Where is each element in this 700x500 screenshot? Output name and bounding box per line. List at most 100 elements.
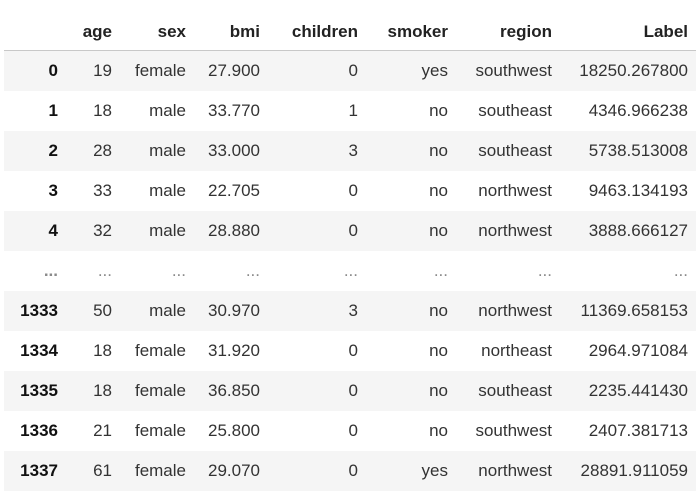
cell-age: 18 (93, 380, 112, 400)
cell-children: 0 (348, 460, 358, 480)
cell-age: 33 (93, 180, 112, 200)
cell-sex: female (134, 460, 186, 480)
row-index: 2 (48, 140, 58, 160)
row-index: 1335 (20, 380, 58, 400)
table-row: 1336 21 female 25.800 0 no southwest 240… (4, 410, 696, 451)
cell-smoker: no (429, 140, 448, 160)
cell-smoker: no (429, 180, 448, 200)
cell-label: 5738.513008 (588, 140, 688, 160)
table-row: 3 33 male 22.705 0 no northwest 9463.134… (4, 170, 696, 211)
cell-label: ... (673, 260, 688, 280)
column-header-region: region (456, 14, 560, 51)
column-header-children: children (268, 14, 366, 51)
cell-smoker: no (429, 340, 448, 360)
cell-smoker: no (429, 420, 448, 440)
cell-region: northwest (478, 460, 552, 480)
cell-children: 0 (348, 340, 358, 360)
cell-label: 2235.441430 (588, 380, 688, 400)
cell-sex: female (134, 340, 186, 360)
cell-smoker: no (429, 380, 448, 400)
cell-sex: male (149, 140, 186, 160)
cell-age: 50 (93, 300, 112, 320)
cell-smoker: no (429, 100, 448, 120)
cell-region: southeast (478, 100, 552, 120)
cell-region: northwest (478, 300, 552, 320)
cell-region: northwest (478, 180, 552, 200)
cell-sex: female (134, 380, 186, 400)
cell-sex: female (134, 60, 186, 80)
cell-children: 0 (348, 380, 358, 400)
dataframe-table: age sex bmi children smoker region Label… (4, 14, 696, 491)
ellipsis-row: ... ... ... ... ... ... ... ... (4, 250, 696, 291)
cell-region: southeast (478, 380, 552, 400)
cell-smoker: no (429, 300, 448, 320)
column-header-bmi: bmi (194, 14, 268, 51)
cell-region: southwest (475, 60, 552, 80)
row-index: 1337 (20, 460, 58, 480)
table-row: 4 32 male 28.880 0 no northwest 3888.666… (4, 210, 696, 251)
cell-bmi: 22.705 (208, 180, 260, 200)
cell-region: northwest (478, 220, 552, 240)
cell-children: 1 (348, 100, 358, 120)
table-row: 2 28 male 33.000 3 no southeast 5738.513… (4, 130, 696, 171)
cell-bmi: 30.970 (208, 300, 260, 320)
cell-sex: male (149, 300, 186, 320)
cell-age: ... (97, 260, 112, 280)
cell-region: northeast (481, 340, 552, 360)
cell-label: 2964.971084 (588, 340, 688, 360)
cell-children: 0 (348, 220, 358, 240)
table-row: 0 19 female 27.900 0 yes southwest 18250… (4, 50, 696, 91)
row-index: 3 (48, 180, 58, 200)
row-index: 0 (48, 60, 58, 80)
cell-sex: male (149, 100, 186, 120)
cell-bmi: 33.000 (208, 140, 260, 160)
row-index: 4 (48, 220, 58, 240)
cell-age: 28 (93, 140, 112, 160)
cell-age: 21 (93, 420, 112, 440)
cell-label: 3888.666127 (588, 220, 688, 240)
cell-sex: ... (171, 260, 186, 280)
cell-bmi: 33.770 (208, 100, 260, 120)
column-header-sex: sex (120, 14, 194, 51)
table-row: 1333 50 male 30.970 3 no northwest 11369… (4, 290, 696, 331)
cell-bmi: 28.880 (208, 220, 260, 240)
table-row: 1334 18 female 31.920 0 no northeast 296… (4, 330, 696, 371)
cell-bmi: 25.800 (208, 420, 260, 440)
table-row: 1335 18 female 36.850 0 no southeast 223… (4, 370, 696, 411)
cell-smoker: yes (421, 460, 448, 480)
cell-sex: female (134, 420, 186, 440)
cell-smoker: no (429, 220, 448, 240)
cell-region: southwest (475, 420, 552, 440)
table-row: 1337 61 female 29.070 0 yes northwest 28… (4, 450, 696, 491)
cell-sex: male (149, 180, 186, 200)
table-row: 1 18 male 33.770 1 no southeast 4346.966… (4, 90, 696, 131)
row-index: 1333 (20, 300, 58, 320)
row-index: 1 (48, 100, 58, 120)
cell-label: 4346.966238 (588, 100, 688, 120)
cell-bmi: ... (245, 260, 260, 280)
header-row: age sex bmi children smoker region Label (4, 14, 696, 51)
cell-children: 3 (348, 140, 358, 160)
cell-children: 3 (348, 300, 358, 320)
cell-label: 28891.911059 (580, 460, 688, 480)
cell-children: ... (343, 260, 358, 280)
cell-bmi: 27.900 (208, 60, 260, 80)
cell-region: southeast (478, 140, 552, 160)
cell-bmi: 31.920 (208, 340, 260, 360)
column-header-age: age (66, 14, 120, 51)
row-index: ... (43, 260, 58, 280)
column-header-label: Label (560, 14, 696, 51)
cell-region: ... (537, 260, 552, 280)
cell-children: 0 (348, 420, 358, 440)
row-index: 1336 (20, 420, 58, 440)
cell-bmi: 36.850 (208, 380, 260, 400)
cell-label: 18250.267800 (579, 60, 688, 80)
cell-age: 61 (93, 460, 112, 480)
cell-age: 19 (93, 60, 112, 80)
cell-label: 9463.134193 (588, 180, 688, 200)
cell-age: 18 (93, 340, 112, 360)
cell-label: 2407.381713 (588, 420, 688, 440)
cell-smoker: ... (433, 260, 448, 280)
row-index: 1334 (20, 340, 58, 360)
